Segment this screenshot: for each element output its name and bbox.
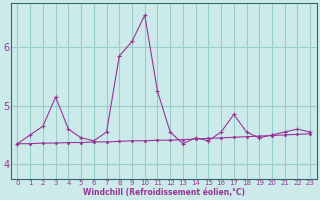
X-axis label: Windchill (Refroidissement éolien,°C): Windchill (Refroidissement éolien,°C) <box>83 188 245 197</box>
